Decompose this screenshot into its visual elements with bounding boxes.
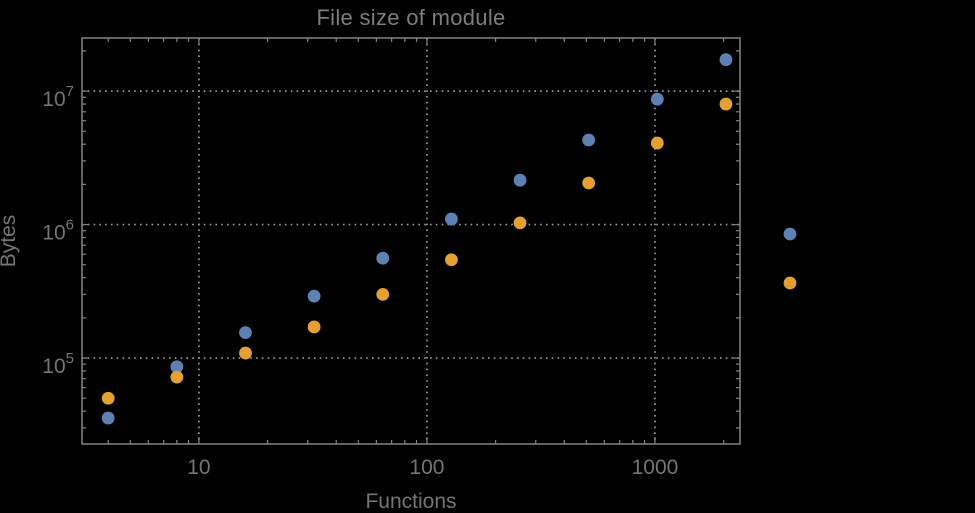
data-point-orange <box>307 320 321 334</box>
data-point-orange <box>445 253 458 267</box>
y-tick-label: 107 <box>42 83 74 111</box>
x-axis-label: Functions <box>365 490 457 513</box>
chart-title: File size of module <box>316 5 506 30</box>
x-tick-label: 100 <box>409 456 444 479</box>
y-tick-label: 106 <box>42 217 74 245</box>
legend-marker-orange <box>783 276 797 290</box>
y-tick-label: 105 <box>42 350 74 378</box>
data-point-orange <box>513 216 527 230</box>
data-point-blue <box>376 251 390 265</box>
data-point-orange <box>719 97 733 111</box>
data-point-blue <box>445 212 458 226</box>
data-point-blue <box>170 360 184 374</box>
data-point-orange <box>239 346 252 360</box>
data-point-orange <box>376 287 390 301</box>
data-point-orange <box>582 176 596 190</box>
data-point-blue <box>719 53 733 67</box>
data-point-blue <box>582 133 596 147</box>
data-point-blue <box>239 326 252 340</box>
x-tick-label: 10 <box>187 456 210 479</box>
data-point-orange <box>101 391 115 405</box>
x-tick-label: 1000 <box>632 456 679 479</box>
data-point-blue <box>101 411 115 425</box>
data-point-orange <box>170 370 184 384</box>
data-point-blue <box>513 173 527 187</box>
data-point-blue <box>307 289 321 303</box>
data-point-blue <box>650 92 664 106</box>
legend-marker-blue <box>783 227 797 241</box>
plot-frame <box>81 37 741 445</box>
data-point-orange <box>650 136 664 150</box>
